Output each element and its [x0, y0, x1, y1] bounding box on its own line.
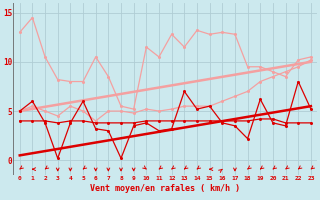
X-axis label: Vent moyen/en rafales ( km/h ): Vent moyen/en rafales ( km/h ) [90, 184, 240, 193]
